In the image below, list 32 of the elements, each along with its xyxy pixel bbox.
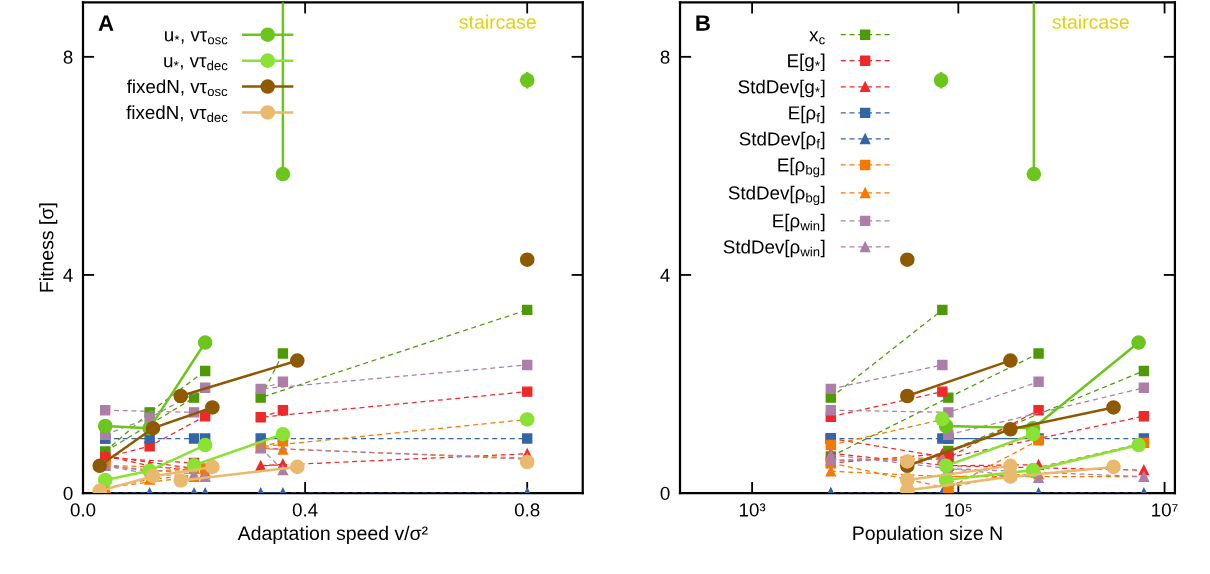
legend-label: StdDev[ρ$_{win}$] bbox=[723, 239, 825, 258]
legend-label: x$_{c}$ bbox=[809, 31, 825, 45]
x-tick-label: 10³ bbox=[739, 503, 766, 517]
x-tick-label: 0.8 bbox=[514, 503, 540, 517]
y-tick-label: 0 bbox=[63, 486, 73, 501]
x-tick-label: 10⁷ bbox=[1152, 503, 1178, 517]
legend-label: u$_{*}$, vτ$_{dec}$ bbox=[164, 57, 228, 71]
x-tick-label: 0.0 bbox=[70, 503, 96, 517]
y-tick-label: 4 bbox=[63, 268, 73, 282]
legend-label: StdDev[g$_{*}$] bbox=[738, 79, 825, 98]
legend-label: E[g$_{*}$] bbox=[788, 53, 825, 72]
legend-label: u$_{*}$, vτ$_{osc}$ bbox=[165, 31, 228, 45]
y-tick-label: 8 bbox=[660, 50, 670, 64]
legend-label: fixedN, vτ$_{dec}$ bbox=[126, 105, 228, 123]
legend-label: E[ρ$_{bg}$] bbox=[778, 157, 825, 178]
legend-label: StdDev[ρ$_{f}$] bbox=[739, 131, 825, 150]
legend-label: E[ρ$_{f}$] bbox=[789, 105, 825, 124]
y-axis-title: Fitness [σ] bbox=[39, 203, 58, 292]
annotation: staircase bbox=[1052, 14, 1129, 29]
y-tick-label: 8 bbox=[63, 50, 73, 64]
x-axis-title: Adaptation speed v/σ² bbox=[237, 525, 428, 544]
annotation: staircase bbox=[459, 14, 536, 29]
annotation: B bbox=[696, 15, 710, 31]
legend-label: fixedN, vτ$_{osc}$ bbox=[126, 79, 228, 97]
x-tick-label: 0.4 bbox=[292, 503, 318, 517]
annotation: A bbox=[98, 15, 114, 31]
x-tick-label: 10⁵ bbox=[945, 503, 972, 517]
legend-label: StdDev[ρ$_{bg}$] bbox=[728, 185, 825, 206]
y-tick-label: 0 bbox=[660, 486, 670, 501]
legend-label: E[ρ$_{win}$] bbox=[773, 213, 825, 232]
x-axis-title: Population size N bbox=[853, 525, 1002, 544]
y-tick-label: 4 bbox=[660, 268, 670, 282]
